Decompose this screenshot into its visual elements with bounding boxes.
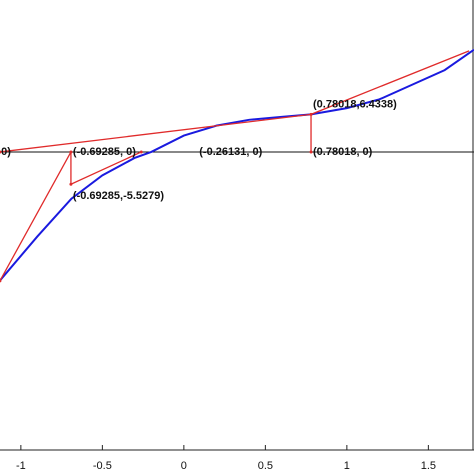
x-tick-label: 0 xyxy=(181,460,187,472)
x-tick-label: -1 xyxy=(16,460,26,472)
point xyxy=(0,150,2,154)
point-label: (0.78018, 0) xyxy=(313,146,373,158)
series-line xyxy=(0,50,470,282)
x-tick-label: 1 xyxy=(344,460,350,472)
point-label: (0.78018,6.4338) xyxy=(313,98,397,110)
point xyxy=(69,182,73,186)
x-tick-label: -0.5 xyxy=(93,460,112,472)
x-tick-label: 0.5 xyxy=(258,460,273,472)
point xyxy=(0,279,2,283)
point-label: (-1.12846, 0) xyxy=(0,146,11,158)
point-label: (-0.69285, 0) xyxy=(73,146,136,158)
point xyxy=(309,150,313,154)
series-line xyxy=(0,48,474,282)
point-label: (-0.26131, 0) xyxy=(199,146,262,158)
point xyxy=(69,150,73,154)
point-label: (-0.69285,-5.5279) xyxy=(73,190,164,202)
point xyxy=(139,150,143,154)
x-tick-label: 1.5 xyxy=(421,460,436,472)
point xyxy=(309,112,313,116)
